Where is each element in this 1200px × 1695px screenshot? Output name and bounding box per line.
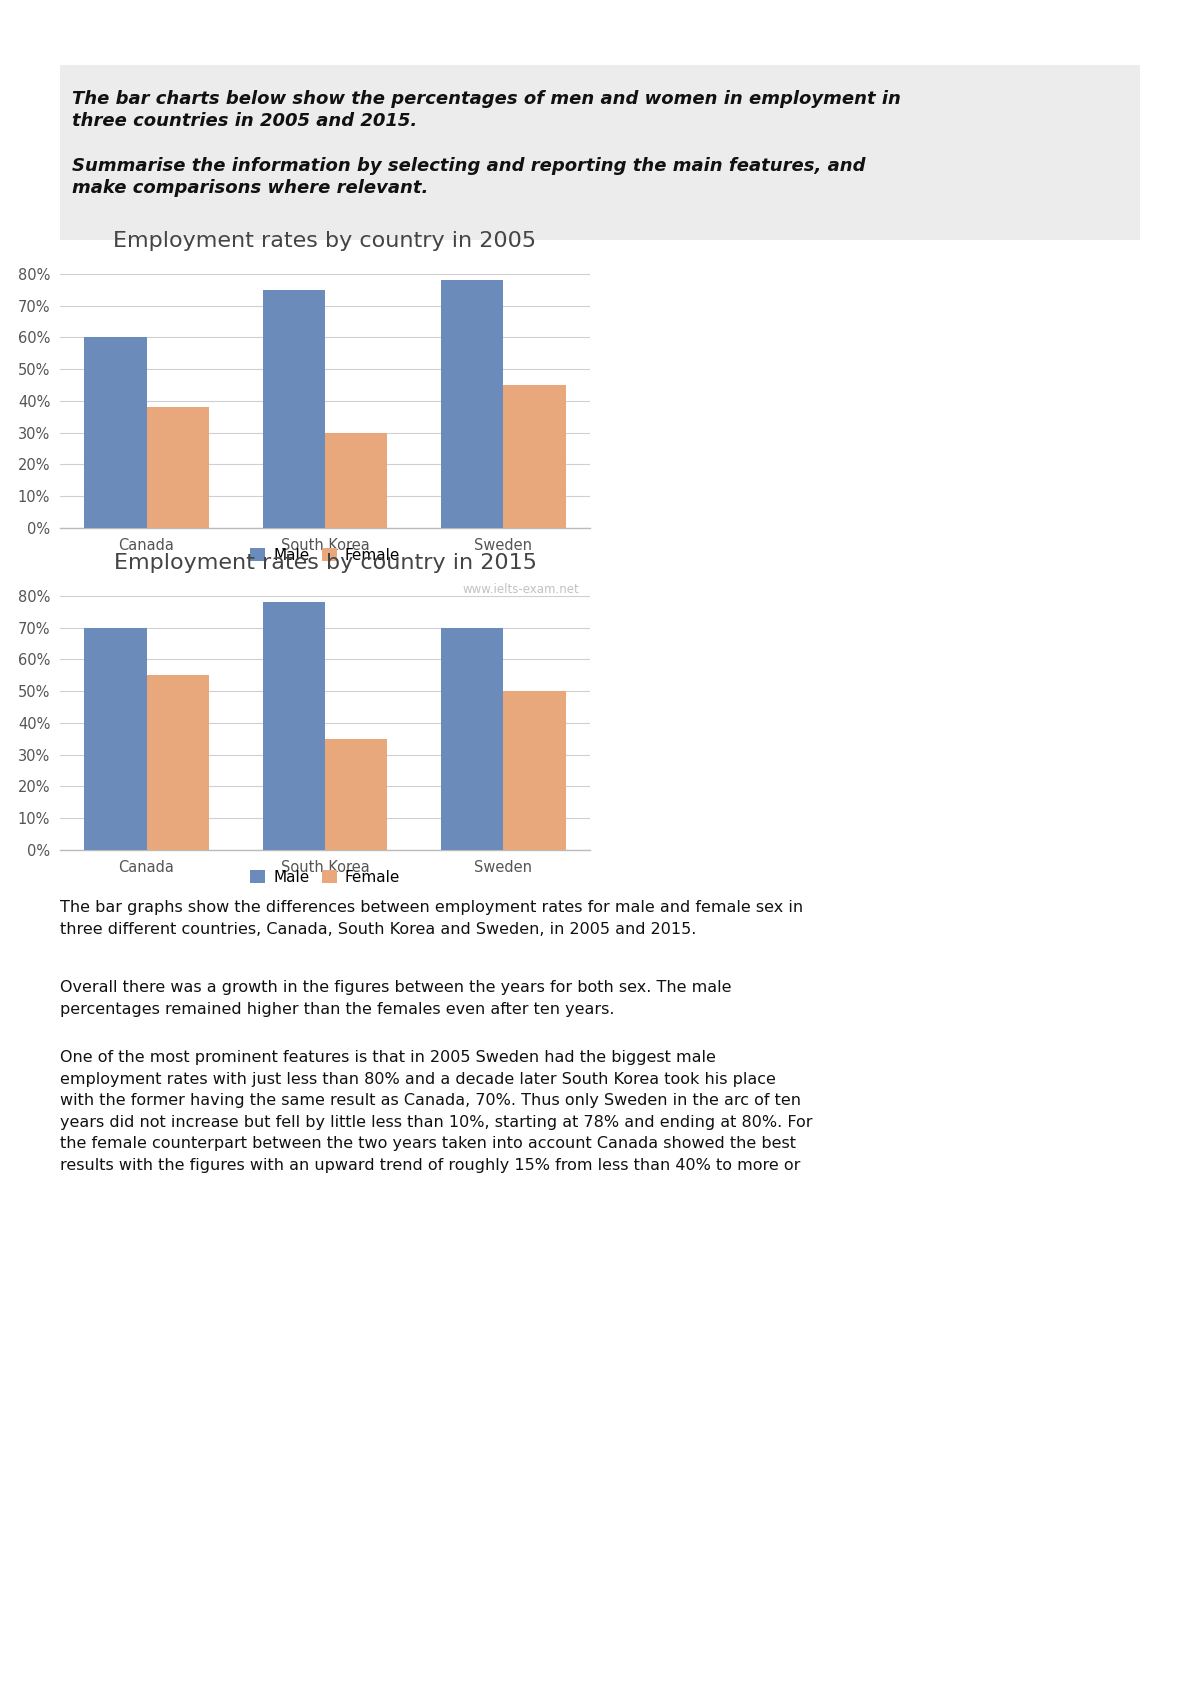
Text: www.ielts-exam.net: www.ielts-exam.net [463, 583, 580, 595]
Bar [263, 290, 325, 529]
Text: The bar charts below show the percentages of men and women in employment in: The bar charts below show the percentage… [72, 90, 901, 108]
Bar [84, 337, 146, 529]
Bar [504, 692, 566, 849]
Bar [325, 432, 388, 529]
Bar [440, 280, 504, 529]
Legend: Male, Female: Male, Female [244, 864, 406, 892]
Text: three countries in 2005 and 2015.: three countries in 2005 and 2015. [72, 112, 418, 131]
Text: One of the most prominent features is that in 2005 Sweden had the biggest male
e: One of the most prominent features is th… [60, 1049, 812, 1173]
Bar [504, 385, 566, 529]
Title: Employment rates by country in 2015: Employment rates by country in 2015 [114, 553, 536, 573]
Legend: Male, Female: Male, Female [244, 542, 406, 570]
Bar [84, 627, 146, 849]
Bar [146, 675, 209, 849]
Bar [325, 739, 388, 849]
Text: make comparisons where relevant.: make comparisons where relevant. [72, 180, 428, 197]
Bar [146, 407, 209, 529]
Bar [440, 627, 504, 849]
Text: Overall there was a growth in the figures between the years for both sex. The ma: Overall there was a growth in the figure… [60, 980, 732, 1017]
Title: Employment rates by country in 2005: Employment rates by country in 2005 [114, 231, 536, 251]
Bar [263, 602, 325, 849]
Text: The bar graphs show the differences between employment rates for male and female: The bar graphs show the differences betw… [60, 900, 803, 937]
Text: Summarise the information by selecting and reporting the main features, and: Summarise the information by selecting a… [72, 158, 865, 175]
